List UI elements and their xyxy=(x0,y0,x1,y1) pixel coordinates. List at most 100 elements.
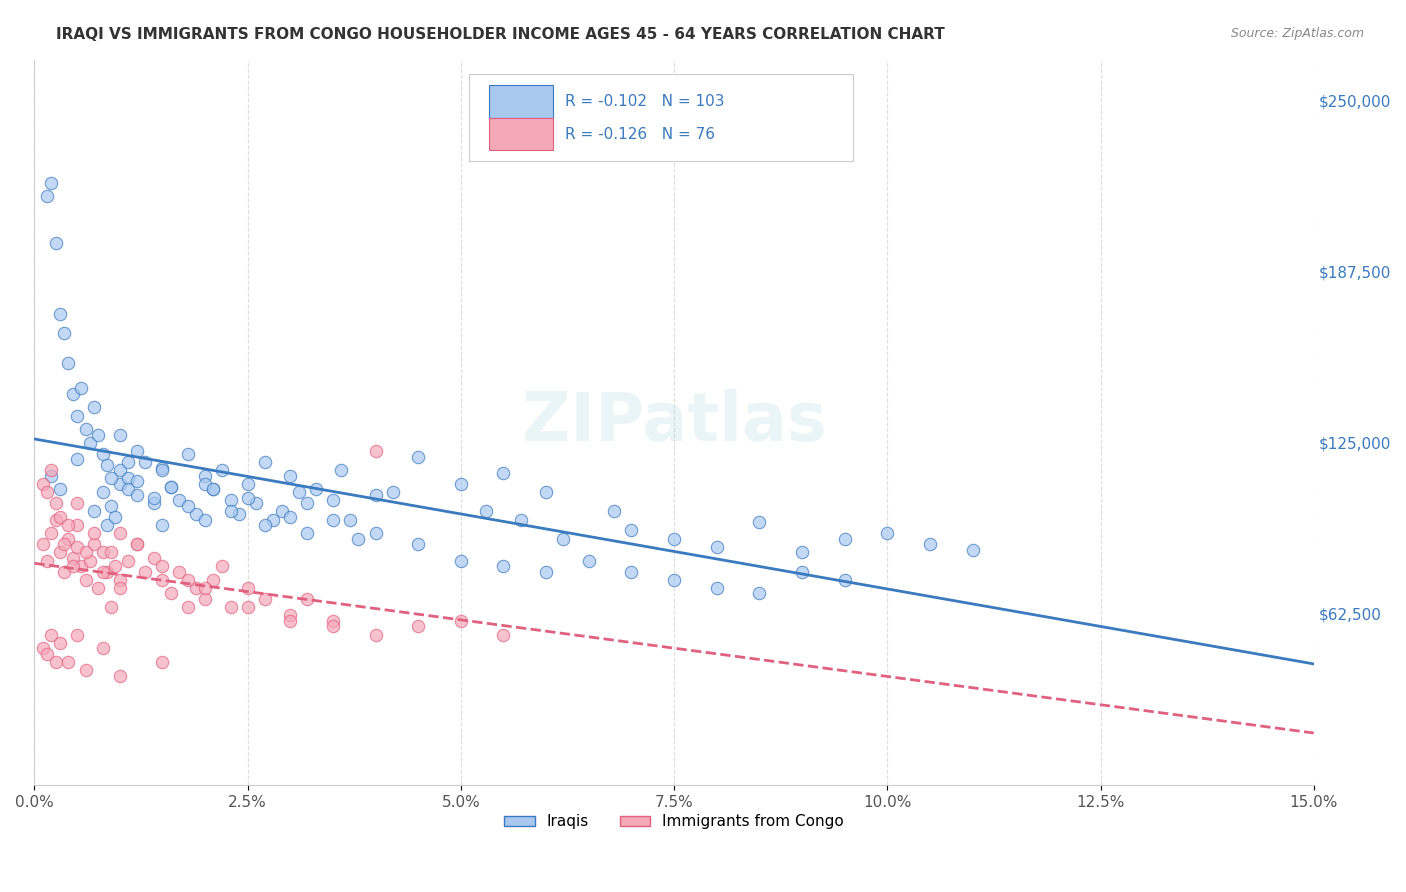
Point xyxy=(79,553,101,567)
Point xyxy=(79,436,101,450)
Point xyxy=(75,422,97,436)
Point xyxy=(492,559,515,574)
Point xyxy=(49,307,72,321)
Point xyxy=(330,463,353,477)
Point xyxy=(58,655,80,669)
Point xyxy=(91,485,114,500)
Point xyxy=(169,565,191,579)
Point xyxy=(41,176,63,190)
Point xyxy=(918,537,941,551)
Point xyxy=(177,499,200,513)
Point xyxy=(49,545,72,559)
Point xyxy=(748,586,770,600)
Legend: Iraqis, Immigrants from Congo: Iraqis, Immigrants from Congo xyxy=(498,808,851,836)
Point xyxy=(53,537,76,551)
Point xyxy=(87,427,110,442)
Point xyxy=(41,627,63,641)
Point xyxy=(305,483,328,497)
Point xyxy=(87,581,110,595)
Point xyxy=(228,507,250,521)
Point xyxy=(876,526,898,541)
Point xyxy=(150,518,173,533)
Point xyxy=(108,427,131,442)
Point xyxy=(364,627,387,641)
Point xyxy=(41,463,63,477)
Point xyxy=(492,627,515,641)
Point xyxy=(66,409,89,423)
Point xyxy=(37,553,59,567)
Text: Source: ZipAtlas.com: Source: ZipAtlas.com xyxy=(1230,27,1364,40)
Point xyxy=(117,483,139,497)
Point xyxy=(37,189,59,203)
Point xyxy=(194,468,217,483)
Point xyxy=(37,485,59,500)
Point xyxy=(706,540,728,554)
Point xyxy=(70,559,93,574)
Point xyxy=(62,559,84,574)
Point xyxy=(662,532,685,546)
FancyBboxPatch shape xyxy=(488,118,553,150)
Point xyxy=(322,493,344,508)
Point xyxy=(53,326,76,341)
Point xyxy=(37,647,59,661)
Point xyxy=(45,235,67,250)
Point xyxy=(108,668,131,682)
Point xyxy=(100,499,122,513)
Point xyxy=(202,483,225,497)
Point xyxy=(253,591,276,606)
Point xyxy=(450,477,472,491)
Point xyxy=(41,526,63,541)
Point xyxy=(125,444,148,458)
Point xyxy=(58,518,80,533)
Point xyxy=(96,565,118,579)
Point xyxy=(790,545,813,559)
Point xyxy=(177,600,200,615)
Point xyxy=(381,485,404,500)
Point xyxy=(253,518,276,533)
Point xyxy=(70,381,93,395)
Point xyxy=(150,573,173,587)
Point xyxy=(58,532,80,546)
Point xyxy=(160,480,183,494)
Point xyxy=(620,524,643,538)
Point xyxy=(364,488,387,502)
Point xyxy=(194,591,217,606)
Point xyxy=(706,581,728,595)
Point xyxy=(96,518,118,533)
Point xyxy=(475,504,498,518)
Point xyxy=(49,509,72,524)
Point xyxy=(104,559,127,574)
Point xyxy=(62,550,84,565)
Point xyxy=(322,619,344,633)
Point xyxy=(83,504,105,518)
Point xyxy=(83,537,105,551)
Point xyxy=(66,540,89,554)
Point xyxy=(202,483,225,497)
Point xyxy=(91,641,114,656)
Point xyxy=(75,663,97,677)
FancyBboxPatch shape xyxy=(488,85,553,118)
Point xyxy=(125,537,148,551)
Point xyxy=(169,493,191,508)
Point xyxy=(117,455,139,469)
Point xyxy=(117,553,139,567)
FancyBboxPatch shape xyxy=(470,74,853,161)
Point xyxy=(104,509,127,524)
Point xyxy=(962,542,984,557)
Point xyxy=(834,532,856,546)
Text: R = -0.126   N = 76: R = -0.126 N = 76 xyxy=(565,127,716,142)
Point xyxy=(790,565,813,579)
Point xyxy=(142,550,165,565)
Point xyxy=(219,600,242,615)
Point xyxy=(91,565,114,579)
Point xyxy=(186,507,208,521)
Point xyxy=(91,545,114,559)
Point xyxy=(322,512,344,526)
Point xyxy=(66,496,89,510)
Point xyxy=(108,477,131,491)
Point xyxy=(219,504,242,518)
Point xyxy=(509,512,531,526)
Point xyxy=(211,559,233,574)
Point xyxy=(100,600,122,615)
Point xyxy=(53,565,76,579)
